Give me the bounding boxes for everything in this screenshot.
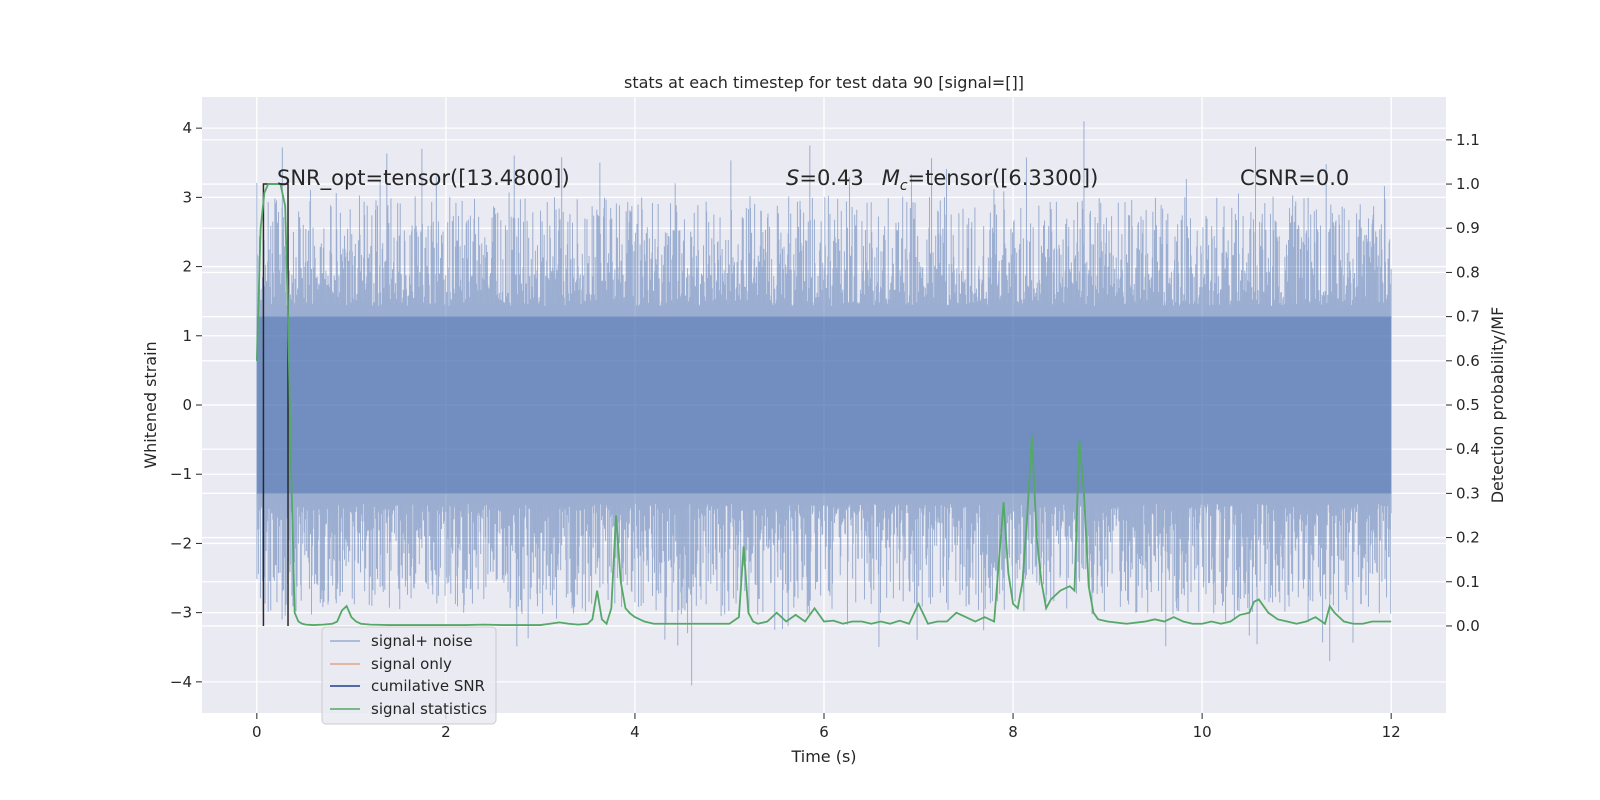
x-axis-ticks: 0 2 4 6 8 10 12 [252,713,1401,741]
x-tick-label-2: 4 [630,723,640,741]
x-tick-label-1: 2 [441,723,451,741]
y-tick-label-8: 4 [182,119,192,137]
y2-tick-label-10: 1.0 [1456,175,1480,193]
y-axis-label: Whitened strain [141,341,160,468]
annotation-s-symbol: S [786,166,799,190]
y2-tick-label-3: 0.3 [1456,484,1480,502]
y2-tick-label-2: 0.2 [1456,529,1480,547]
signal-statistics-series [255,183,1392,626]
x-tick-label-6: 12 [1382,723,1401,741]
y2-tick-label-7: 0.7 [1456,308,1480,326]
annotation-snr-opt: SNR_opt=tensor([13.4800]) [277,166,570,191]
annotation-mc-subscript: c [900,178,908,194]
y-tick-label-5: 1 [182,327,192,345]
legend-label-signal-noise: signal+ noise [371,632,473,650]
y-tick-label-2: −2 [170,534,192,552]
y2-tick-label-11: 1.1 [1456,131,1480,149]
y-axis-ticks: −4 −3 −2 −1 0 1 2 3 4 [170,119,202,691]
legend-label-signal-statistics: signal statistics [371,700,487,718]
legend-label-cumulative-snr: cumilative SNR [371,677,485,695]
legend-label-signal-only: signal only [371,655,452,673]
y-tick-label-6: 2 [182,258,192,276]
x-tick-label-0: 0 [252,723,262,741]
x-axis-label: Time (s) [790,747,856,766]
signal-statistics-line [255,183,1392,626]
y2-axis-ticks: 0.0 0.1 0.2 0.3 0.4 0.5 0.6 0.7 0.8 0.9 1.0 1.1 [1446,131,1480,635]
x-tick-label-3: 6 [819,723,829,741]
annotation-mc-value: =tensor([6.3300]) [908,166,1099,190]
y2-axis-label: Detection probability/MF [1488,307,1507,504]
annotation-s-mc: S=0.43 Mc=tensor([6.3300]) [786,166,1098,194]
y2-tick-label-4: 0.4 [1456,440,1480,458]
annotation-mc-symbol: M [882,166,900,190]
x-tick-label-4: 8 [1008,723,1018,741]
y-tick-label-3: −1 [170,465,192,483]
y2-tick-label-0: 0.0 [1456,617,1480,635]
signal-noise-core-band [256,316,1392,494]
annotation-csnr: CSNR=0.0 [1240,166,1349,190]
y-tick-label-1: −3 [170,604,192,622]
signal-noise-series [256,121,1392,686]
y2-tick-label-9: 0.9 [1456,219,1480,237]
y2-tick-label-5: 0.5 [1456,396,1480,414]
legend-box [321,626,497,725]
legend: signal+ noise signal only cumilative SNR… [321,626,497,725]
x-tick-label-5: 10 [1193,723,1212,741]
y-tick-label-4: 0 [182,396,192,414]
y2-tick-label-6: 0.6 [1456,352,1480,370]
y-tick-label-7: 3 [182,188,192,206]
y2-tick-label-1: 0.1 [1456,573,1480,591]
y2-tick-label-8: 0.8 [1456,263,1480,281]
annotation-s-value: =0.43 [799,166,863,190]
y-tick-label-0: −4 [170,673,192,691]
chart-title: stats at each timestep for test data 90 … [624,73,1024,92]
